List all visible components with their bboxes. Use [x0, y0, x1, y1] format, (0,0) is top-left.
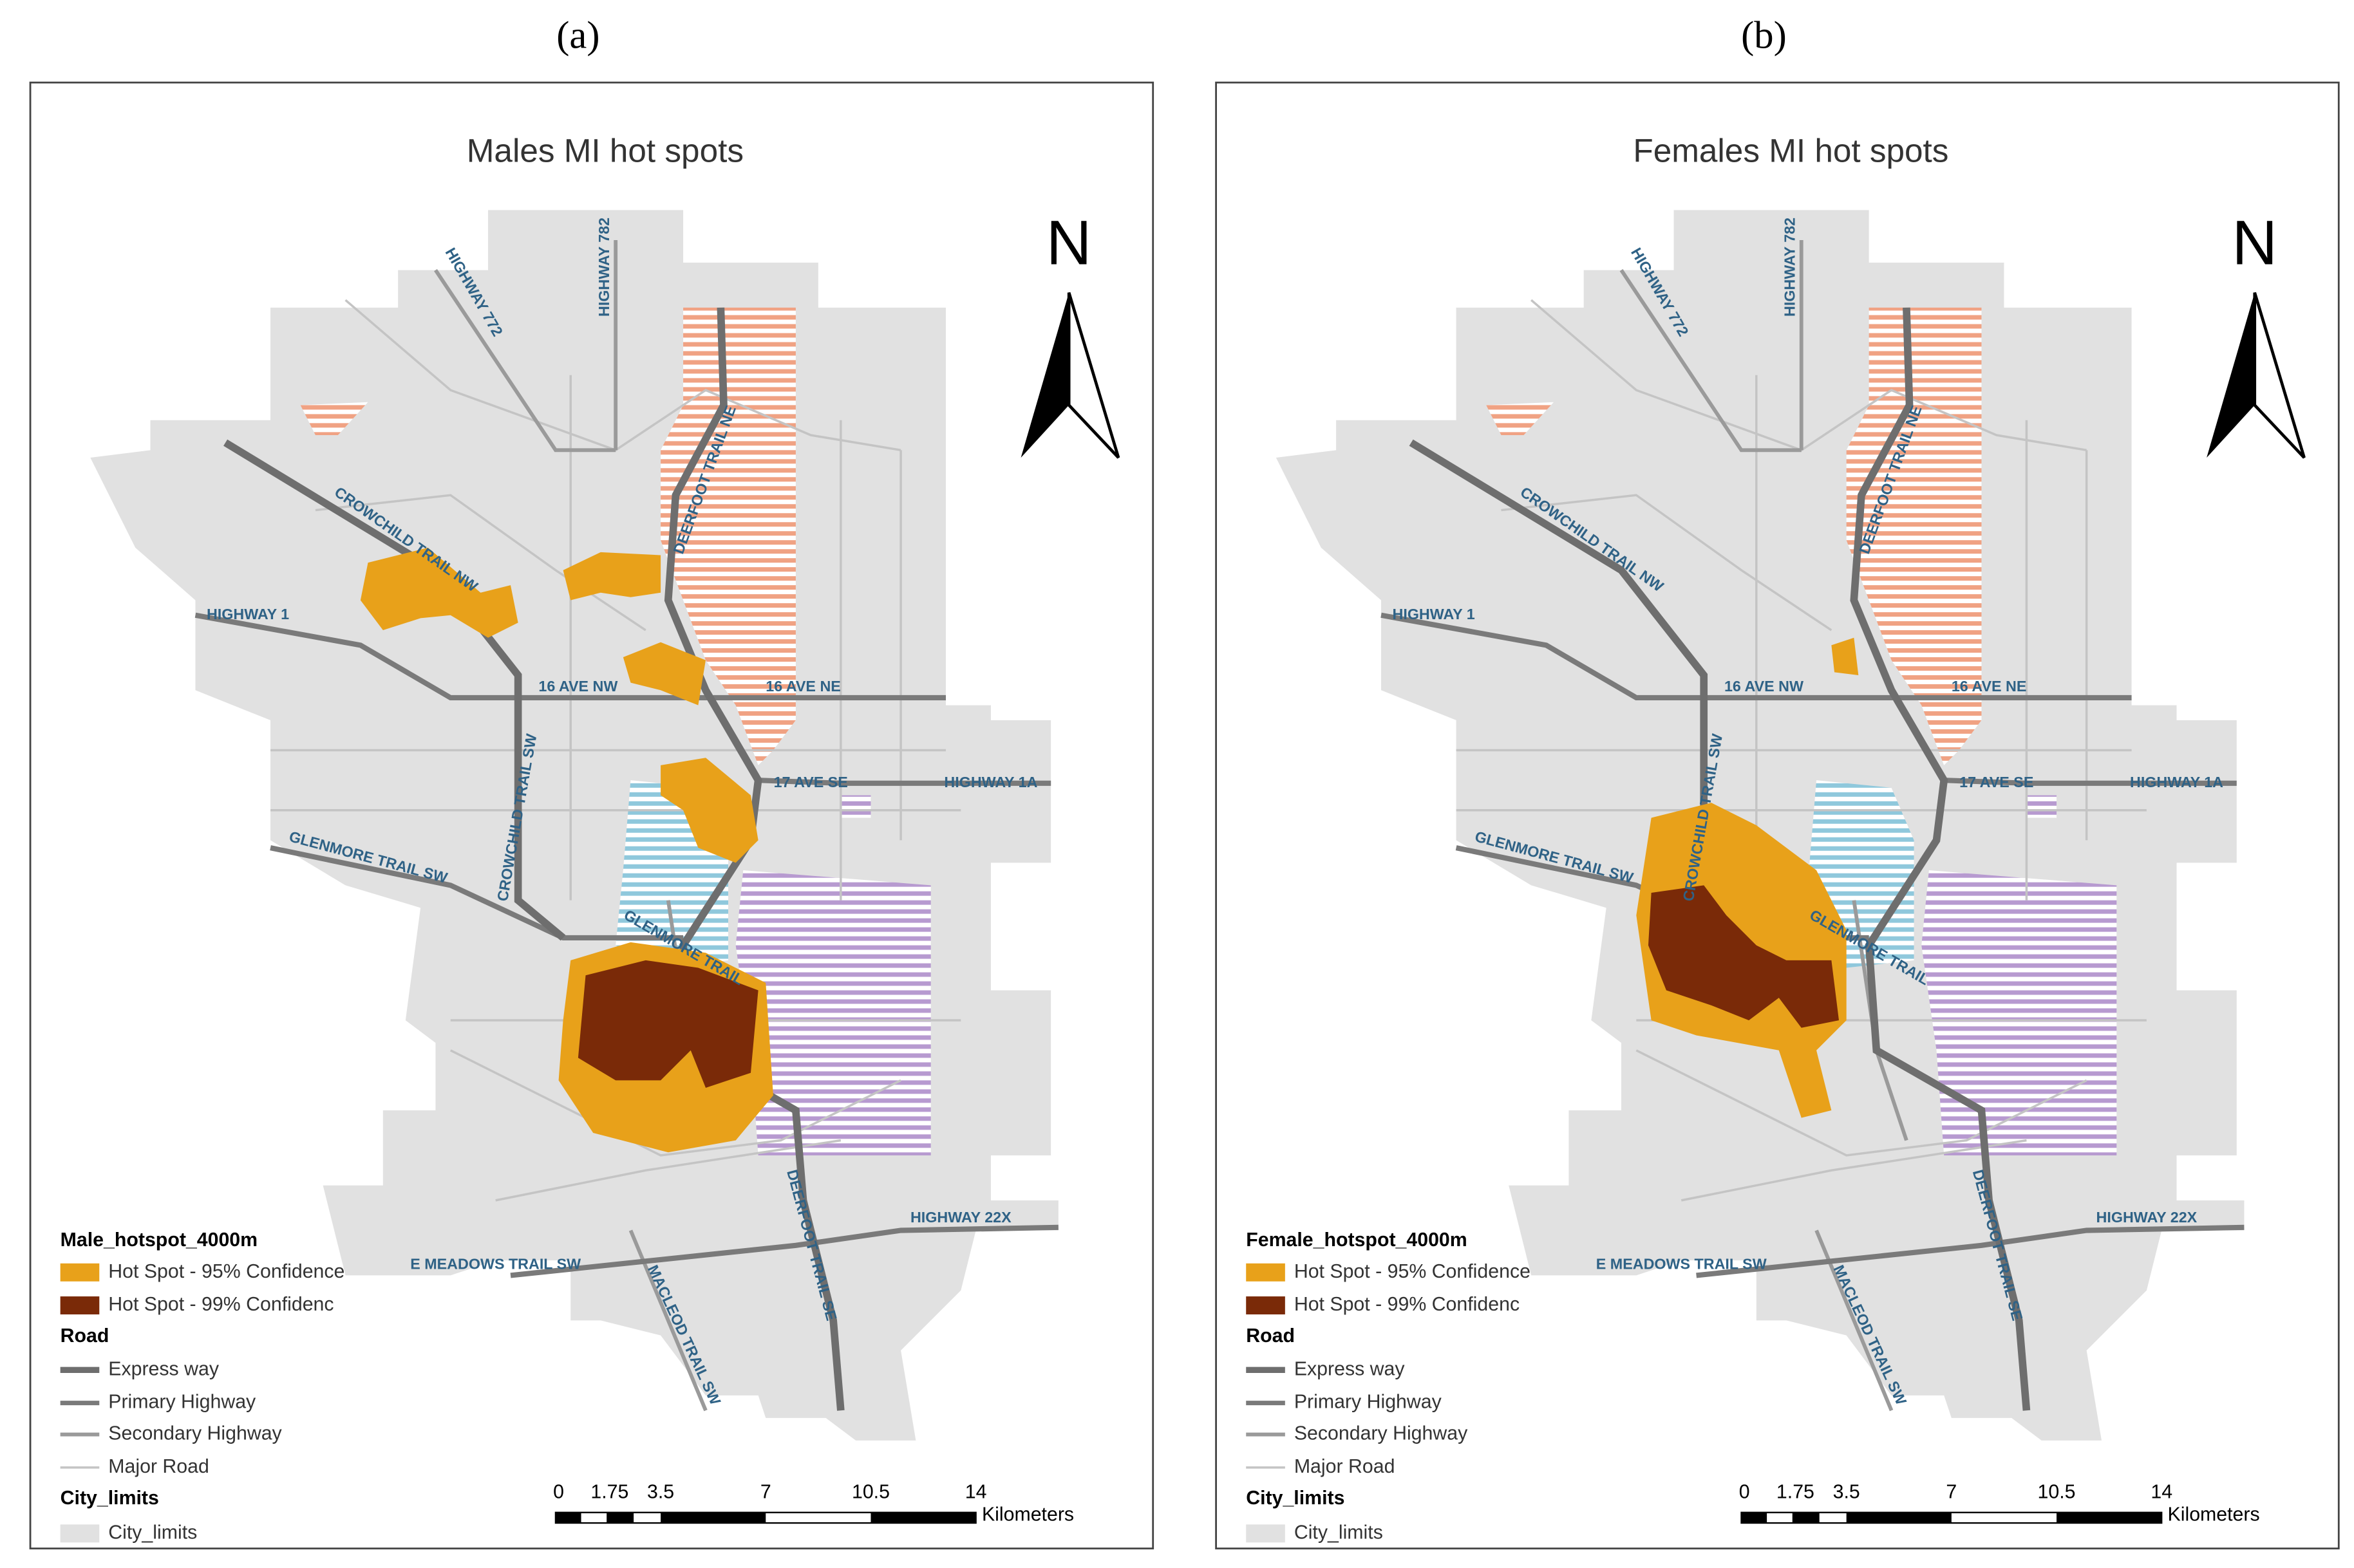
legend-item: Primary Highway — [1294, 1392, 1442, 1413]
road-label: HIGHWAY 1 — [1393, 606, 1475, 622]
scale-tick-label: 0 — [553, 1481, 564, 1502]
legend-item: Hot Spot - 99% Confidenc — [108, 1294, 334, 1315]
road-label: 16 AVE NW — [1724, 678, 1803, 695]
legend-item: Hot Spot - 99% Confidenc — [1294, 1294, 1520, 1315]
road-label: 16 AVE NW — [538, 678, 617, 695]
road-label: HIGHWAY 782 — [1782, 218, 1798, 317]
legend-item: Hot Spot - 95% Confidence — [108, 1261, 344, 1282]
road-label: 17 AVE SE — [1959, 774, 2033, 790]
legend-item: Express way — [108, 1358, 220, 1379]
legend-item: Hot Spot - 95% Confidence — [1294, 1261, 1530, 1282]
road-label: HIGHWAY 22X — [2096, 1209, 2198, 1226]
scale-tick-label: 7 — [760, 1481, 771, 1502]
legend-title: City_limits — [1246, 1488, 1344, 1509]
legend-item: Major Road — [108, 1456, 209, 1477]
scale-tick-label: 3.5 — [1833, 1481, 1860, 1502]
base-map — [1216, 82, 2339, 1548]
road-label: 17 AVE SE — [774, 774, 848, 790]
legend-title: Male_hotspot_4000m — [61, 1229, 258, 1251]
scale-tick-label: 10.5 — [2038, 1481, 2076, 1502]
scale-tick-label: 1.75 — [590, 1481, 628, 1502]
legend-item: Express way — [1294, 1358, 1406, 1379]
scale-tick-label: 7 — [1946, 1481, 1957, 1502]
legend-title: Road — [61, 1325, 109, 1347]
road-label: E MEADOWS TRAIL SW — [410, 1255, 581, 1272]
hotspots — [1636, 637, 1859, 1118]
legend-title: Female_hotspot_4000m — [1246, 1229, 1467, 1251]
panel-label: (b) — [1741, 14, 1787, 57]
scale-tick-label: 14 — [2151, 1481, 2172, 1502]
base-map — [30, 82, 1153, 1548]
road-label: HIGHWAY 1A — [2130, 774, 2223, 790]
scale-unit: Kilometers — [2168, 1504, 2260, 1525]
road-label: HIGHWAY 782 — [596, 218, 612, 317]
map-title: Males MI hot spots — [467, 132, 744, 169]
road-label: 16 AVE NE — [1952, 678, 2027, 695]
road-label: HIGHWAY 1 — [207, 606, 289, 622]
legend-item: City_limits — [108, 1522, 197, 1543]
north-label: N — [2232, 207, 2277, 277]
road-label: E MEADOWS TRAIL SW — [1596, 1255, 1767, 1272]
road-label: 16 AVE NE — [766, 678, 841, 695]
legend-item: Secondary Highway — [1294, 1423, 1468, 1444]
legend-item: Secondary Highway — [108, 1423, 282, 1444]
scale-tick-label: 3.5 — [647, 1481, 674, 1502]
scale-unit: Kilometers — [982, 1504, 1074, 1525]
scale-tick-label: 14 — [965, 1481, 987, 1502]
scale-tick-label: 10.5 — [852, 1481, 890, 1502]
scale-tick-label: 1.75 — [1776, 1481, 1814, 1502]
legend-title: City_limits — [61, 1488, 159, 1509]
road-label: HIGHWAY 1A — [944, 774, 1037, 790]
legend-item: Major Road — [1294, 1456, 1395, 1477]
hotspots — [360, 547, 773, 1153]
map-title: Females MI hot spots — [1633, 132, 1948, 169]
legend-item: Primary Highway — [108, 1392, 256, 1413]
north-label: N — [1046, 207, 1092, 277]
legend-item: City_limits — [1294, 1522, 1383, 1543]
scale-tick-label: 0 — [1739, 1481, 1750, 1502]
legend-title: Road — [1246, 1325, 1295, 1347]
panel-label: (a) — [556, 14, 599, 57]
road-label: HIGHWAY 22X — [910, 1209, 1012, 1226]
